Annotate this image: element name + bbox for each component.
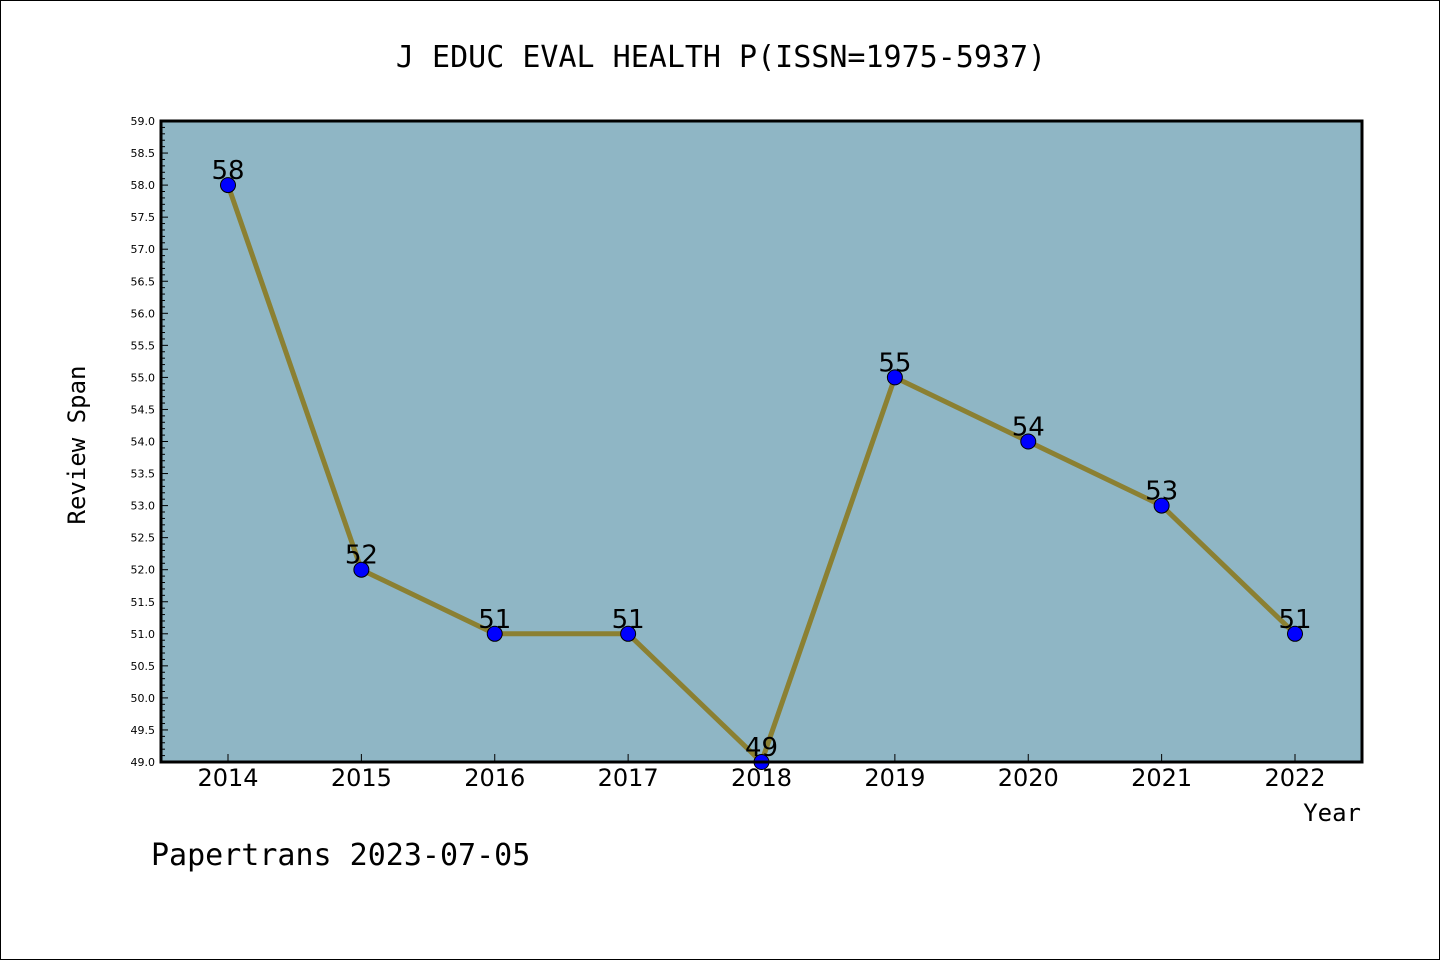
data-point-marker (886, 369, 903, 386)
data-point-marker (1287, 625, 1303, 642)
y-tick-label: 57.5 (131, 211, 156, 224)
y-tick-label: 56.5 (131, 275, 156, 288)
y-tick-label: 49.5 (131, 724, 156, 737)
y-tick-label: 49.0 (131, 756, 156, 769)
data-labels: 58 52 51 51 49 55 54 53 51 (211, 156, 1311, 763)
y-tick-label: 57.0 (131, 243, 156, 256)
y-tick-label: 53.5 (131, 468, 156, 481)
x-tick-label: 2021 (1131, 764, 1192, 792)
y-tick-label: 50.0 (131, 692, 156, 705)
x-tick-label: 2016 (464, 764, 525, 792)
y-tick-label: 51.0 (131, 628, 156, 641)
y-tick-label: 50.5 (131, 660, 156, 673)
data-label: 49 (745, 733, 778, 763)
y-tick-label: 54.0 (131, 436, 156, 449)
plot-frame (159, 119, 1364, 764)
data-label: 53 (1145, 477, 1178, 507)
data-point-marker (620, 625, 637, 642)
data-point-marker (353, 561, 370, 578)
y-tick-label: 52.5 (131, 532, 156, 545)
x-tick-label: 2020 (998, 764, 1059, 792)
y-tick-label: 54.5 (131, 403, 156, 416)
chart-title: J EDUC EVAL HEALTH P(ISSN=1975-5937) (396, 40, 1046, 75)
data-label: 52 (345, 541, 378, 571)
x-tick-label: 2015 (331, 764, 392, 792)
data-label: 58 (211, 156, 244, 186)
x-tick-label: 2019 (864, 764, 925, 792)
x-tick-label: 2017 (598, 764, 659, 792)
x-tick-label: 2014 (197, 764, 258, 792)
x-axis-label: Year (1303, 799, 1361, 827)
y-axis-label: Review Span (63, 366, 91, 525)
y-tick-label: 58.0 (131, 179, 156, 192)
y-tick-label: 55.0 (131, 371, 156, 384)
x-axis: 2014 2015 2016 2017 2018 2019 2020 2021 2022 (197, 754, 1326, 792)
y-tick-label: 59.0 (131, 115, 156, 128)
y-tick-label: 53.0 (131, 500, 156, 513)
data-label: 51 (612, 605, 645, 635)
y-tick-label: 55.5 (131, 339, 156, 352)
data-label: 51 (478, 605, 511, 635)
data-point-marker (486, 625, 503, 642)
y-tick-label: 51.5 (131, 596, 156, 609)
footer-timestamp: Papertrans 2023-07-05 (151, 838, 530, 873)
data-point-marker (1020, 433, 1037, 450)
y-tick-label: 56.0 (131, 307, 156, 320)
data-label: 51 (1278, 605, 1311, 635)
x-tick-label: 2022 (1264, 764, 1325, 792)
plot-area (161, 121, 1362, 762)
y-tick-label: 52.0 (131, 564, 156, 577)
data-label: 54 (1012, 413, 1045, 443)
data-point-marker (220, 177, 236, 194)
y-tick-label: 58.5 (131, 147, 156, 160)
data-label: 55 (878, 348, 911, 378)
data-point-marker (1153, 497, 1170, 514)
